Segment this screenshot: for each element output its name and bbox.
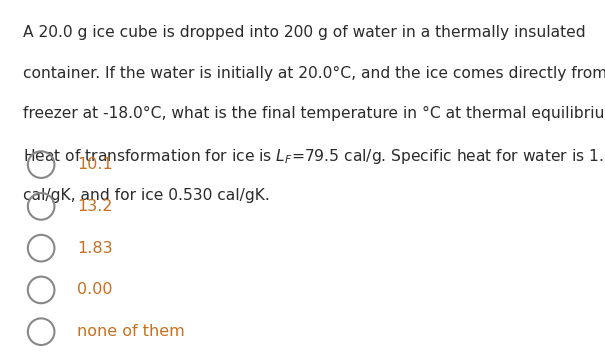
Text: 13.2: 13.2 — [77, 199, 113, 214]
Text: cal/gK, and for ice 0.530 cal/gK.: cal/gK, and for ice 0.530 cal/gK. — [23, 188, 270, 202]
Text: 1.83: 1.83 — [77, 241, 113, 256]
Text: none of them: none of them — [77, 324, 185, 339]
Text: A 20.0 g ice cube is dropped into 200 g of water in a thermally insulated: A 20.0 g ice cube is dropped into 200 g … — [23, 25, 586, 40]
Text: container. If the water is initially at 20.0°C, and the ice comes directly from : container. If the water is initially at … — [23, 65, 605, 80]
Text: 10.1: 10.1 — [77, 157, 113, 172]
Text: freezer at -18.0°C, what is the final temperature in °C at thermal equilibrium?: freezer at -18.0°C, what is the final te… — [23, 106, 605, 121]
Text: Heat of transformation for ice is $L_F$=79.5 cal/g. Specific heat for water is 1: Heat of transformation for ice is $L_F$=… — [23, 147, 605, 166]
Text: 0.00: 0.00 — [77, 282, 113, 297]
